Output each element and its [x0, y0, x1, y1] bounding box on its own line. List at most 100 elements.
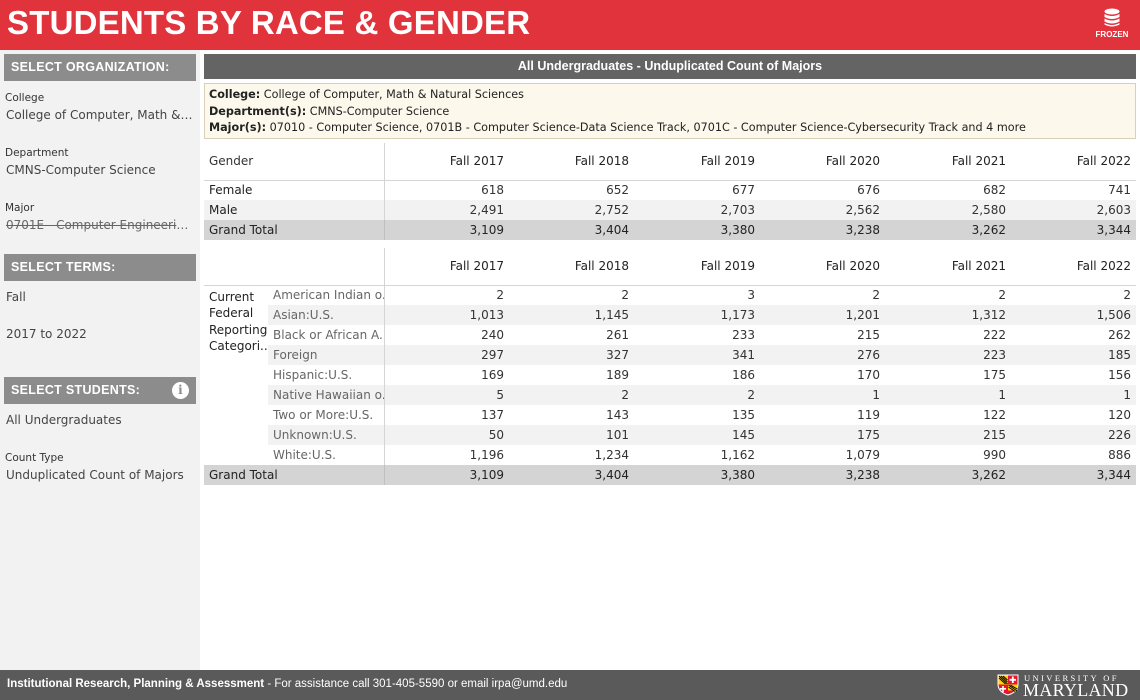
- row-label: Female: [204, 180, 385, 200]
- table-cell: 1,506: [1011, 305, 1136, 325]
- table-cell: 618: [481, 183, 504, 198]
- table-cell: 1,234: [594, 448, 629, 462]
- table-row[interactable]: Current Federal Reporting Categori.. Ame…: [204, 285, 1136, 465]
- table-cell: 2: [998, 288, 1006, 303]
- footer-contact: Institutional Research, Planning & Asses…: [7, 678, 567, 690]
- table-cell: 3,380: [634, 220, 760, 240]
- table-cell: 1,079: [845, 448, 880, 462]
- race-category-group-label: Current Federal Reporting Categori..: [204, 285, 268, 465]
- table-row[interactable]: Two or More:U.S. 137 143 135 119 122 120: [204, 405, 1136, 425]
- college-filter-value[interactable]: College of Computer, Math & Natural Scie…: [6, 108, 194, 122]
- table-cell: 137: [481, 408, 504, 422]
- race-header-row: Fall 2017 Fall 2018 Fall 2019 Fall 2020 …: [204, 248, 1136, 286]
- table-cell: 175: [983, 368, 1006, 382]
- table-cell: 3,238: [760, 465, 885, 485]
- table-cell: 186: [732, 368, 755, 382]
- table-cell: 1,145: [509, 305, 634, 325]
- table-row[interactable]: Unknown:U.S. 50 101 145 175 215 226: [204, 425, 1136, 445]
- logo-university-of: UNIVERSITY OF: [1024, 673, 1119, 683]
- table-cell: 175: [760, 425, 885, 445]
- table-cell: 185: [1011, 345, 1136, 365]
- table-cell: 297: [384, 345, 509, 365]
- row-label: Grand Total: [204, 465, 385, 485]
- table-cell: 261: [606, 328, 629, 342]
- frozen-indicator[interactable]: FROZEN: [1094, 8, 1130, 39]
- summary-department: Department(s): CMNS-Computer Science: [209, 104, 450, 118]
- select-students-label: SELECT STUDENTS:: [11, 383, 141, 397]
- table-cell: 170: [857, 368, 880, 382]
- table-cell: 2,562: [760, 200, 885, 220]
- table-cell: 886: [1108, 448, 1131, 462]
- grand-total-row[interactable]: Grand Total 3,109 3,404 3,380 3,238 3,26…: [204, 465, 1136, 485]
- table-row[interactable]: Female 618 652 677 676 682 741: [204, 180, 1136, 200]
- table-cell: 222: [983, 328, 1006, 342]
- table-cell: 3,404: [509, 465, 634, 485]
- select-terms-heading: SELECT TERMS:: [4, 254, 196, 281]
- table-cell: 1: [1011, 385, 1136, 405]
- table-cell: 135: [732, 408, 755, 422]
- table-cell: 2: [1123, 288, 1131, 303]
- table-cell: 50: [384, 425, 509, 445]
- table-cell: 2,703: [634, 200, 760, 220]
- year-header: Fall 2022: [1011, 248, 1136, 286]
- table-row[interactable]: Male 2,491 2,752 2,703 2,562 2,580 2,603: [204, 200, 1136, 220]
- table-row[interactable]: Native Hawaiian o.. 5 2 2 1 1 1: [204, 385, 1136, 405]
- table-cell: 143: [606, 408, 629, 422]
- table-cell: 1,312: [885, 305, 1011, 325]
- table-cell: 677: [732, 183, 755, 198]
- table-row[interactable]: Hispanic:U.S. 169 189 186 170 175 156: [204, 365, 1136, 385]
- table-row[interactable]: Black or African A.. 240 261 233 215 222…: [204, 325, 1136, 345]
- footer-assist-text[interactable]: - For assistance call 301-405-5590 or em…: [264, 678, 568, 690]
- student-population-value[interactable]: All Undergraduates: [6, 413, 122, 427]
- count-type-value[interactable]: Unduplicated Count of Majors: [6, 468, 184, 482]
- table-cell: 2: [621, 288, 629, 303]
- row-label: American Indian o..: [268, 285, 385, 305]
- year-header: Fall 2018: [509, 248, 634, 286]
- row-label: Grand Total: [204, 220, 385, 240]
- table-cell: 2,491: [384, 200, 509, 220]
- gender-column-header: Gender: [204, 143, 385, 181]
- table-cell: 1: [760, 385, 885, 405]
- year-header: Fall 2018: [509, 143, 634, 181]
- year-header: Fall 2022: [1011, 143, 1136, 181]
- row-label: Unknown:U.S.: [268, 425, 385, 445]
- table-cell: 1,162: [720, 448, 755, 462]
- page-title: STUDENTS BY RACE & GENDER: [7, 4, 531, 41]
- database-icon: [1104, 8, 1120, 27]
- grand-total-row[interactable]: Grand Total 3,109 3,404 3,380 3,238 3,26…: [204, 220, 1136, 240]
- footer-org-name: Institutional Research, Planning & Asses…: [7, 678, 265, 690]
- year-header: Fall 2017: [384, 143, 509, 181]
- college-filter-label: College: [5, 92, 45, 104]
- table-cell: 990: [983, 448, 1006, 462]
- university-logo[interactable]: UNIVERSITY OF MARYLAND: [996, 673, 1130, 700]
- term-filter-value[interactable]: Fall: [6, 290, 26, 304]
- row-label: Male: [204, 200, 385, 220]
- table-cell: 3,262: [885, 220, 1011, 240]
- table-cell: 240: [481, 328, 504, 342]
- table-cell: 1,013: [384, 305, 509, 325]
- term-range-value[interactable]: 2017 to 2022: [6, 327, 87, 341]
- info-icon[interactable]: i: [172, 382, 189, 399]
- year-header: Fall 2017: [384, 248, 509, 286]
- main-content: All Undergraduates - Unduplicated Count …: [200, 50, 1140, 670]
- table-cell: 682: [983, 183, 1006, 198]
- table-cell: 226: [1011, 425, 1136, 445]
- table-cell: 3,344: [1011, 220, 1136, 240]
- table-cell: 156: [1108, 368, 1131, 382]
- table-cell: 676: [857, 183, 880, 198]
- table-cell: 119: [857, 408, 880, 422]
- row-label: White:U.S.: [268, 445, 385, 465]
- major-filter-value[interactable]: 0701E - Computer Engineering-Computer Sc…: [6, 218, 194, 232]
- select-students-heading: SELECT STUDENTS: i: [4, 377, 196, 404]
- table-row[interactable]: White:U.S. 1,196 1,234 1,162 1,079 990 8…: [204, 445, 1136, 465]
- table-cell: 652: [606, 183, 629, 198]
- department-filter-label: Department: [5, 147, 69, 159]
- table-cell: 223: [885, 345, 1011, 365]
- department-filter-value[interactable]: CMNS-Computer Science: [6, 163, 156, 177]
- table-cell: 215: [885, 425, 1011, 445]
- year-header: Fall 2020: [760, 248, 885, 286]
- table-row[interactable]: Foreign 297 327 341 276 223 185: [204, 345, 1136, 365]
- table-cell: 3,109: [384, 465, 509, 485]
- table-row[interactable]: Asian:U.S. 1,013 1,145 1,173 1,201 1,312…: [204, 305, 1136, 325]
- table-cell: 2: [496, 288, 504, 303]
